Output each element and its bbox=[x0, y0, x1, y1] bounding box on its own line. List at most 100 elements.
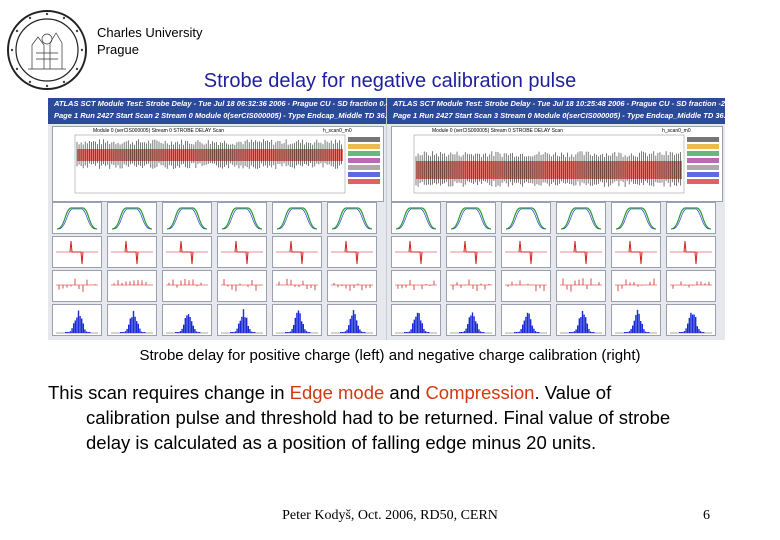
hist-bar bbox=[357, 325, 359, 333]
mini-plot-graphic bbox=[505, 207, 547, 230]
hist-bar bbox=[648, 332, 650, 333]
channel-mini-plot bbox=[666, 202, 716, 234]
channel-mini-plot bbox=[107, 270, 157, 302]
legend-swatch bbox=[348, 165, 380, 170]
panel-header-line2: Page 1 Run 2427 Start Scan 3 Stream 0 Mo… bbox=[393, 111, 736, 120]
hist-bar bbox=[405, 332, 407, 333]
mini-plot-graphic bbox=[56, 207, 98, 230]
mini-plot-graphic bbox=[111, 240, 153, 265]
hist-bar bbox=[538, 332, 540, 333]
hist-bar bbox=[128, 324, 130, 333]
hist-bar bbox=[176, 332, 178, 333]
hist-bar bbox=[137, 323, 139, 333]
channel-mini-plot bbox=[446, 304, 496, 336]
hist-bar bbox=[121, 332, 123, 333]
channel-mini-plot bbox=[611, 270, 661, 302]
hist-bar bbox=[526, 312, 529, 333]
efficiency-curve bbox=[276, 207, 318, 230]
mini-plot-graphic bbox=[615, 207, 657, 230]
mini-plot-graphic bbox=[670, 207, 712, 230]
derivative-spikes bbox=[573, 240, 588, 265]
channel-mini-plot bbox=[217, 202, 267, 234]
hist-bar bbox=[288, 332, 290, 333]
hist-bar bbox=[352, 309, 355, 333]
derivative-spikes bbox=[234, 240, 249, 265]
mini-plot-graphic bbox=[331, 207, 373, 230]
hist-bar bbox=[423, 328, 425, 333]
scan-plot-graphic bbox=[74, 134, 380, 194]
hist-bar bbox=[630, 328, 632, 333]
university-seal-icon bbox=[7, 10, 87, 90]
hist-bar bbox=[124, 331, 127, 333]
hist-bar bbox=[695, 316, 697, 333]
hist-bar bbox=[293, 324, 295, 333]
hist-bar bbox=[644, 331, 647, 333]
body-line1-post: . Value of bbox=[534, 382, 612, 403]
hist-bar bbox=[591, 332, 593, 333]
hist-bar bbox=[194, 329, 196, 333]
hist-bar bbox=[473, 316, 475, 333]
mini-plot-graphic bbox=[395, 279, 437, 290]
mini-plot-graphic bbox=[670, 312, 712, 334]
mini-plot-graphic bbox=[221, 207, 263, 230]
mini-plot-graphic bbox=[56, 310, 98, 334]
hist-bar bbox=[120, 332, 122, 333]
mini-plot-graphic bbox=[166, 240, 208, 265]
hist-bar bbox=[520, 329, 522, 333]
panel-header-line1: ATLAS SCT Module Test: Strobe Delay - Tu… bbox=[54, 99, 394, 108]
mini-plot-graphic bbox=[276, 240, 318, 265]
legend-swatch bbox=[348, 144, 380, 149]
hist-bar bbox=[580, 317, 582, 333]
hist-bar bbox=[518, 331, 521, 333]
channel-plots-grid bbox=[391, 202, 721, 338]
mini-plot-graphic bbox=[166, 207, 208, 230]
efficiency-curve-alt bbox=[397, 208, 435, 230]
hist-bar bbox=[421, 323, 423, 333]
hist-bar bbox=[460, 332, 462, 333]
hist-bar bbox=[309, 332, 311, 333]
hist-bar bbox=[698, 328, 700, 333]
mini-plot-graphic bbox=[450, 279, 492, 291]
university-line1: Charles University bbox=[97, 25, 203, 40]
hist-bar bbox=[356, 320, 358, 333]
channel-mini-plot bbox=[501, 236, 551, 268]
scan-plot-graphic bbox=[413, 134, 719, 194]
scan-plot-id: h_scan0_m0 bbox=[323, 128, 352, 134]
channel-mini-plot bbox=[327, 236, 377, 268]
channel-mini-plot bbox=[611, 304, 661, 336]
efficiency-curve-alt bbox=[333, 208, 371, 230]
hist-bar bbox=[569, 332, 571, 333]
hist-bar bbox=[530, 319, 532, 333]
university-line2: Prague bbox=[97, 42, 139, 57]
hist-bar bbox=[593, 332, 595, 333]
hist-bar bbox=[573, 331, 576, 333]
hist-bar bbox=[76, 317, 78, 333]
efficiency-curve bbox=[395, 207, 437, 230]
hist-bar bbox=[418, 313, 420, 333]
hist-bar bbox=[246, 317, 248, 333]
efficiency-curve-alt bbox=[452, 208, 490, 230]
channel-mini-plot bbox=[501, 304, 551, 336]
hist-bar bbox=[250, 331, 253, 333]
mini-plot-graphic bbox=[670, 281, 712, 289]
efficiency-curve-alt bbox=[617, 208, 655, 230]
hist-bar bbox=[410, 329, 412, 333]
hist-bar bbox=[523, 320, 525, 333]
hist-bar bbox=[307, 332, 309, 333]
channel-mini-plot bbox=[556, 236, 606, 268]
derivative-spikes bbox=[344, 240, 359, 265]
hist-bar bbox=[77, 310, 80, 333]
mini-plot-graphic bbox=[331, 240, 373, 265]
legend-swatch bbox=[687, 158, 719, 163]
channel-mini-plot bbox=[327, 270, 377, 302]
hist-bar bbox=[197, 332, 199, 333]
hist-bar bbox=[420, 320, 422, 333]
mini-plot-graphic bbox=[450, 207, 492, 230]
channel-mini-plot bbox=[611, 202, 661, 234]
hist-bar bbox=[528, 313, 530, 333]
body-line1-pre: This scan requires change in bbox=[48, 382, 290, 403]
channel-mini-plot bbox=[52, 304, 102, 336]
hist-bar bbox=[360, 331, 363, 333]
hist-bar bbox=[475, 321, 477, 333]
hist-bar bbox=[534, 331, 537, 333]
